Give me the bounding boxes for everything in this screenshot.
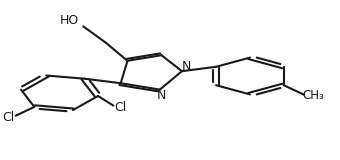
Text: N: N: [182, 60, 191, 73]
Text: HO: HO: [60, 14, 79, 27]
Text: N: N: [157, 89, 166, 102]
Text: Cl: Cl: [115, 101, 127, 114]
Text: CH₃: CH₃: [303, 89, 325, 102]
Text: Cl: Cl: [2, 111, 14, 124]
